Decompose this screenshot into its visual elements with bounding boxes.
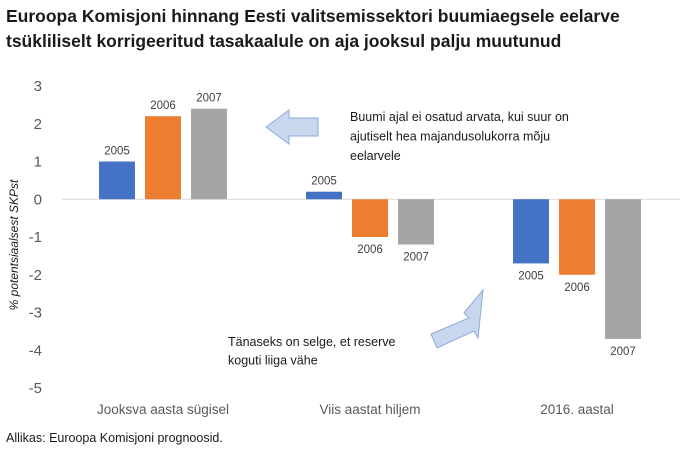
bar-2006-group-2 bbox=[352, 199, 388, 237]
y-tick-label: 2 bbox=[34, 116, 42, 133]
category-label: 2016. aastal bbox=[540, 402, 614, 417]
bar-2007-group-2 bbox=[398, 199, 434, 245]
data-label-2005: 2005 bbox=[311, 176, 337, 188]
y-tick-label: -3 bbox=[29, 305, 42, 322]
annotation-1-line: Buumi ajal ei osatud arvata, kui suur on bbox=[350, 110, 569, 124]
data-label-2007: 2007 bbox=[610, 346, 636, 358]
data-label-2005: 2005 bbox=[518, 270, 544, 282]
bar-2005-group-3 bbox=[513, 199, 549, 264]
data-label-2006: 2006 bbox=[564, 282, 590, 294]
up-right-arrow-icon bbox=[430, 288, 484, 349]
y-axis-title: % potentsiaalsest SKPst bbox=[7, 179, 21, 310]
category-label: Jooksva aasta sügisel bbox=[97, 402, 229, 417]
y-tick-label: -4 bbox=[29, 342, 42, 359]
y-tick-label: 0 bbox=[34, 191, 42, 208]
annotation-1-line: eelarvele bbox=[350, 149, 401, 163]
source-note: Allikas: Euroopa Komisjoni prognoosid. bbox=[6, 431, 223, 445]
annotation-2-line: koguti liiga vähe bbox=[228, 354, 318, 368]
data-label-2006: 2006 bbox=[150, 100, 176, 112]
annotation-1-line: ajutiselt hea majandusolukorra mõju bbox=[350, 130, 550, 144]
annotation-2-line: Tänaseks on selge, et reserve bbox=[228, 335, 395, 349]
data-label-2007: 2007 bbox=[403, 252, 429, 264]
chart-title: Euroopa Komisjoni hinnang Eesti valitsem… bbox=[6, 4, 676, 54]
y-tick-label: -1 bbox=[29, 229, 42, 246]
data-label-2005: 2005 bbox=[104, 146, 130, 158]
y-tick-label: 1 bbox=[34, 154, 42, 171]
bar-2006-group-3 bbox=[559, 199, 595, 275]
bar-2005-group-2 bbox=[306, 191, 342, 200]
category-label: Viis aastat hiljem bbox=[319, 402, 420, 417]
y-tick-label: -5 bbox=[29, 380, 42, 397]
y-tick-label: -2 bbox=[29, 267, 42, 284]
data-label-2006: 2006 bbox=[357, 244, 383, 256]
left-arrow-icon bbox=[265, 109, 319, 145]
bar-2005-group-1 bbox=[99, 161, 135, 200]
title-line-2: tsükliliselt korrigeeritud tasakaalule o… bbox=[6, 31, 562, 51]
data-label-2007: 2007 bbox=[196, 93, 222, 105]
title-line-1: Euroopa Komisjoni hinnang Eesti valitsem… bbox=[6, 6, 620, 26]
bar-2007-group-1 bbox=[191, 108, 227, 200]
bar-2007-group-3 bbox=[605, 199, 641, 339]
y-tick-label: 3 bbox=[34, 78, 42, 95]
bar-2006-group-1 bbox=[145, 116, 181, 200]
